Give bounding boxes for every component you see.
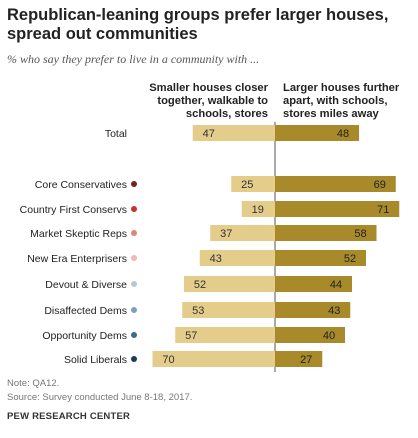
bar-smaller-country-first-conservs (241, 201, 275, 217)
bar-larger-opportunity-dems (275, 327, 345, 343)
bar-smaller-market-skeptic-reps (210, 225, 275, 241)
group-dot-market-skeptic-reps (131, 230, 137, 236)
value-smaller-devout-diverse: 52 (194, 279, 206, 291)
chart-subtitle: % who say they prefer to live in a commu… (7, 52, 260, 66)
category-label-devout-diverse: Devout & Diverse (45, 279, 127, 291)
value-smaller-core-conservatives: 25 (241, 179, 253, 191)
group-dot-core-conservatives (131, 181, 137, 187)
value-larger-disaffected-dems: 43 (328, 305, 340, 317)
category-label-core-conservatives: Core Conservatives (35, 179, 127, 191)
value-larger-devout-diverse: 44 (330, 279, 342, 291)
bar-smaller-total (192, 125, 275, 141)
category-label-opportunity-dems: Opportunity Dems (42, 330, 127, 342)
bar-larger-devout-diverse (275, 276, 352, 292)
value-smaller-market-skeptic-reps: 37 (220, 228, 232, 240)
value-smaller-new-era-enterprisers: 43 (210, 253, 222, 265)
value-larger-solid-liberals: 27 (300, 354, 312, 366)
legend-smaller-header: Smaller houses closer together, walkable… (149, 82, 268, 120)
group-dot-solid-liberals (131, 356, 137, 362)
category-label-country-first-conservs: Country First Conservs (20, 204, 127, 216)
org-label: PEW RESEARCH CENTER (7, 411, 131, 422)
value-smaller-country-first-conservs: 19 (252, 204, 264, 216)
bar-larger-solid-liberals (275, 351, 323, 367)
category-label-market-skeptic-reps: Market Skeptic Reps (30, 228, 127, 240)
group-dot-opportunity-dems (131, 332, 137, 338)
value-smaller-total: 47 (203, 128, 215, 140)
group-dot-disaffected-dems (131, 307, 137, 313)
category-label-total: Total (105, 128, 127, 140)
bar-smaller-core-conservatives (231, 176, 275, 192)
bar-larger-country-first-conservs (275, 201, 400, 217)
bar-larger-disaffected-dems (275, 302, 351, 318)
value-smaller-disaffected-dems: 53 (192, 305, 204, 317)
bar-larger-market-skeptic-reps (275, 225, 377, 241)
group-dot-devout-diverse (131, 281, 137, 287)
note-text: Note: QA12. (7, 378, 60, 389)
chart-title: Republican-leaning groups prefer larger … (7, 6, 389, 43)
bar-larger-total (275, 125, 359, 141)
group-dot-new-era-enterprisers (131, 255, 137, 261)
category-label-solid-liberals: Solid Liberals (64, 354, 127, 366)
value-smaller-opportunity-dems: 57 (185, 330, 197, 342)
bar-smaller-disaffected-dems (182, 302, 275, 318)
bar-smaller-new-era-enterprisers (199, 250, 275, 266)
bar-smaller-devout-diverse (184, 276, 275, 292)
value-larger-total: 48 (337, 128, 349, 140)
source-text: Source: Survey conducted June 8-18, 2017… (7, 392, 193, 403)
bar-smaller-opportunity-dems (175, 327, 275, 343)
bar-larger-new-era-enterprisers (275, 250, 366, 266)
value-larger-market-skeptic-reps: 58 (354, 228, 366, 240)
value-larger-new-era-enterprisers: 52 (344, 253, 356, 265)
bar-larger-core-conservatives (275, 176, 396, 192)
bar-smaller-solid-liberals (152, 351, 275, 367)
value-larger-country-first-conservs: 71 (377, 204, 389, 216)
category-label-disaffected-dems: Disaffected Dems (44, 305, 127, 317)
category-label-new-era-enterprisers: New Era Enterprisers (27, 253, 127, 265)
value-smaller-solid-liberals: 70 (162, 354, 174, 366)
legend-larger-header: Larger houses further apart, with school… (283, 82, 400, 120)
value-larger-core-conservatives: 69 (374, 179, 386, 191)
group-dot-country-first-conservs (131, 206, 137, 212)
value-larger-opportunity-dems: 40 (323, 330, 335, 342)
